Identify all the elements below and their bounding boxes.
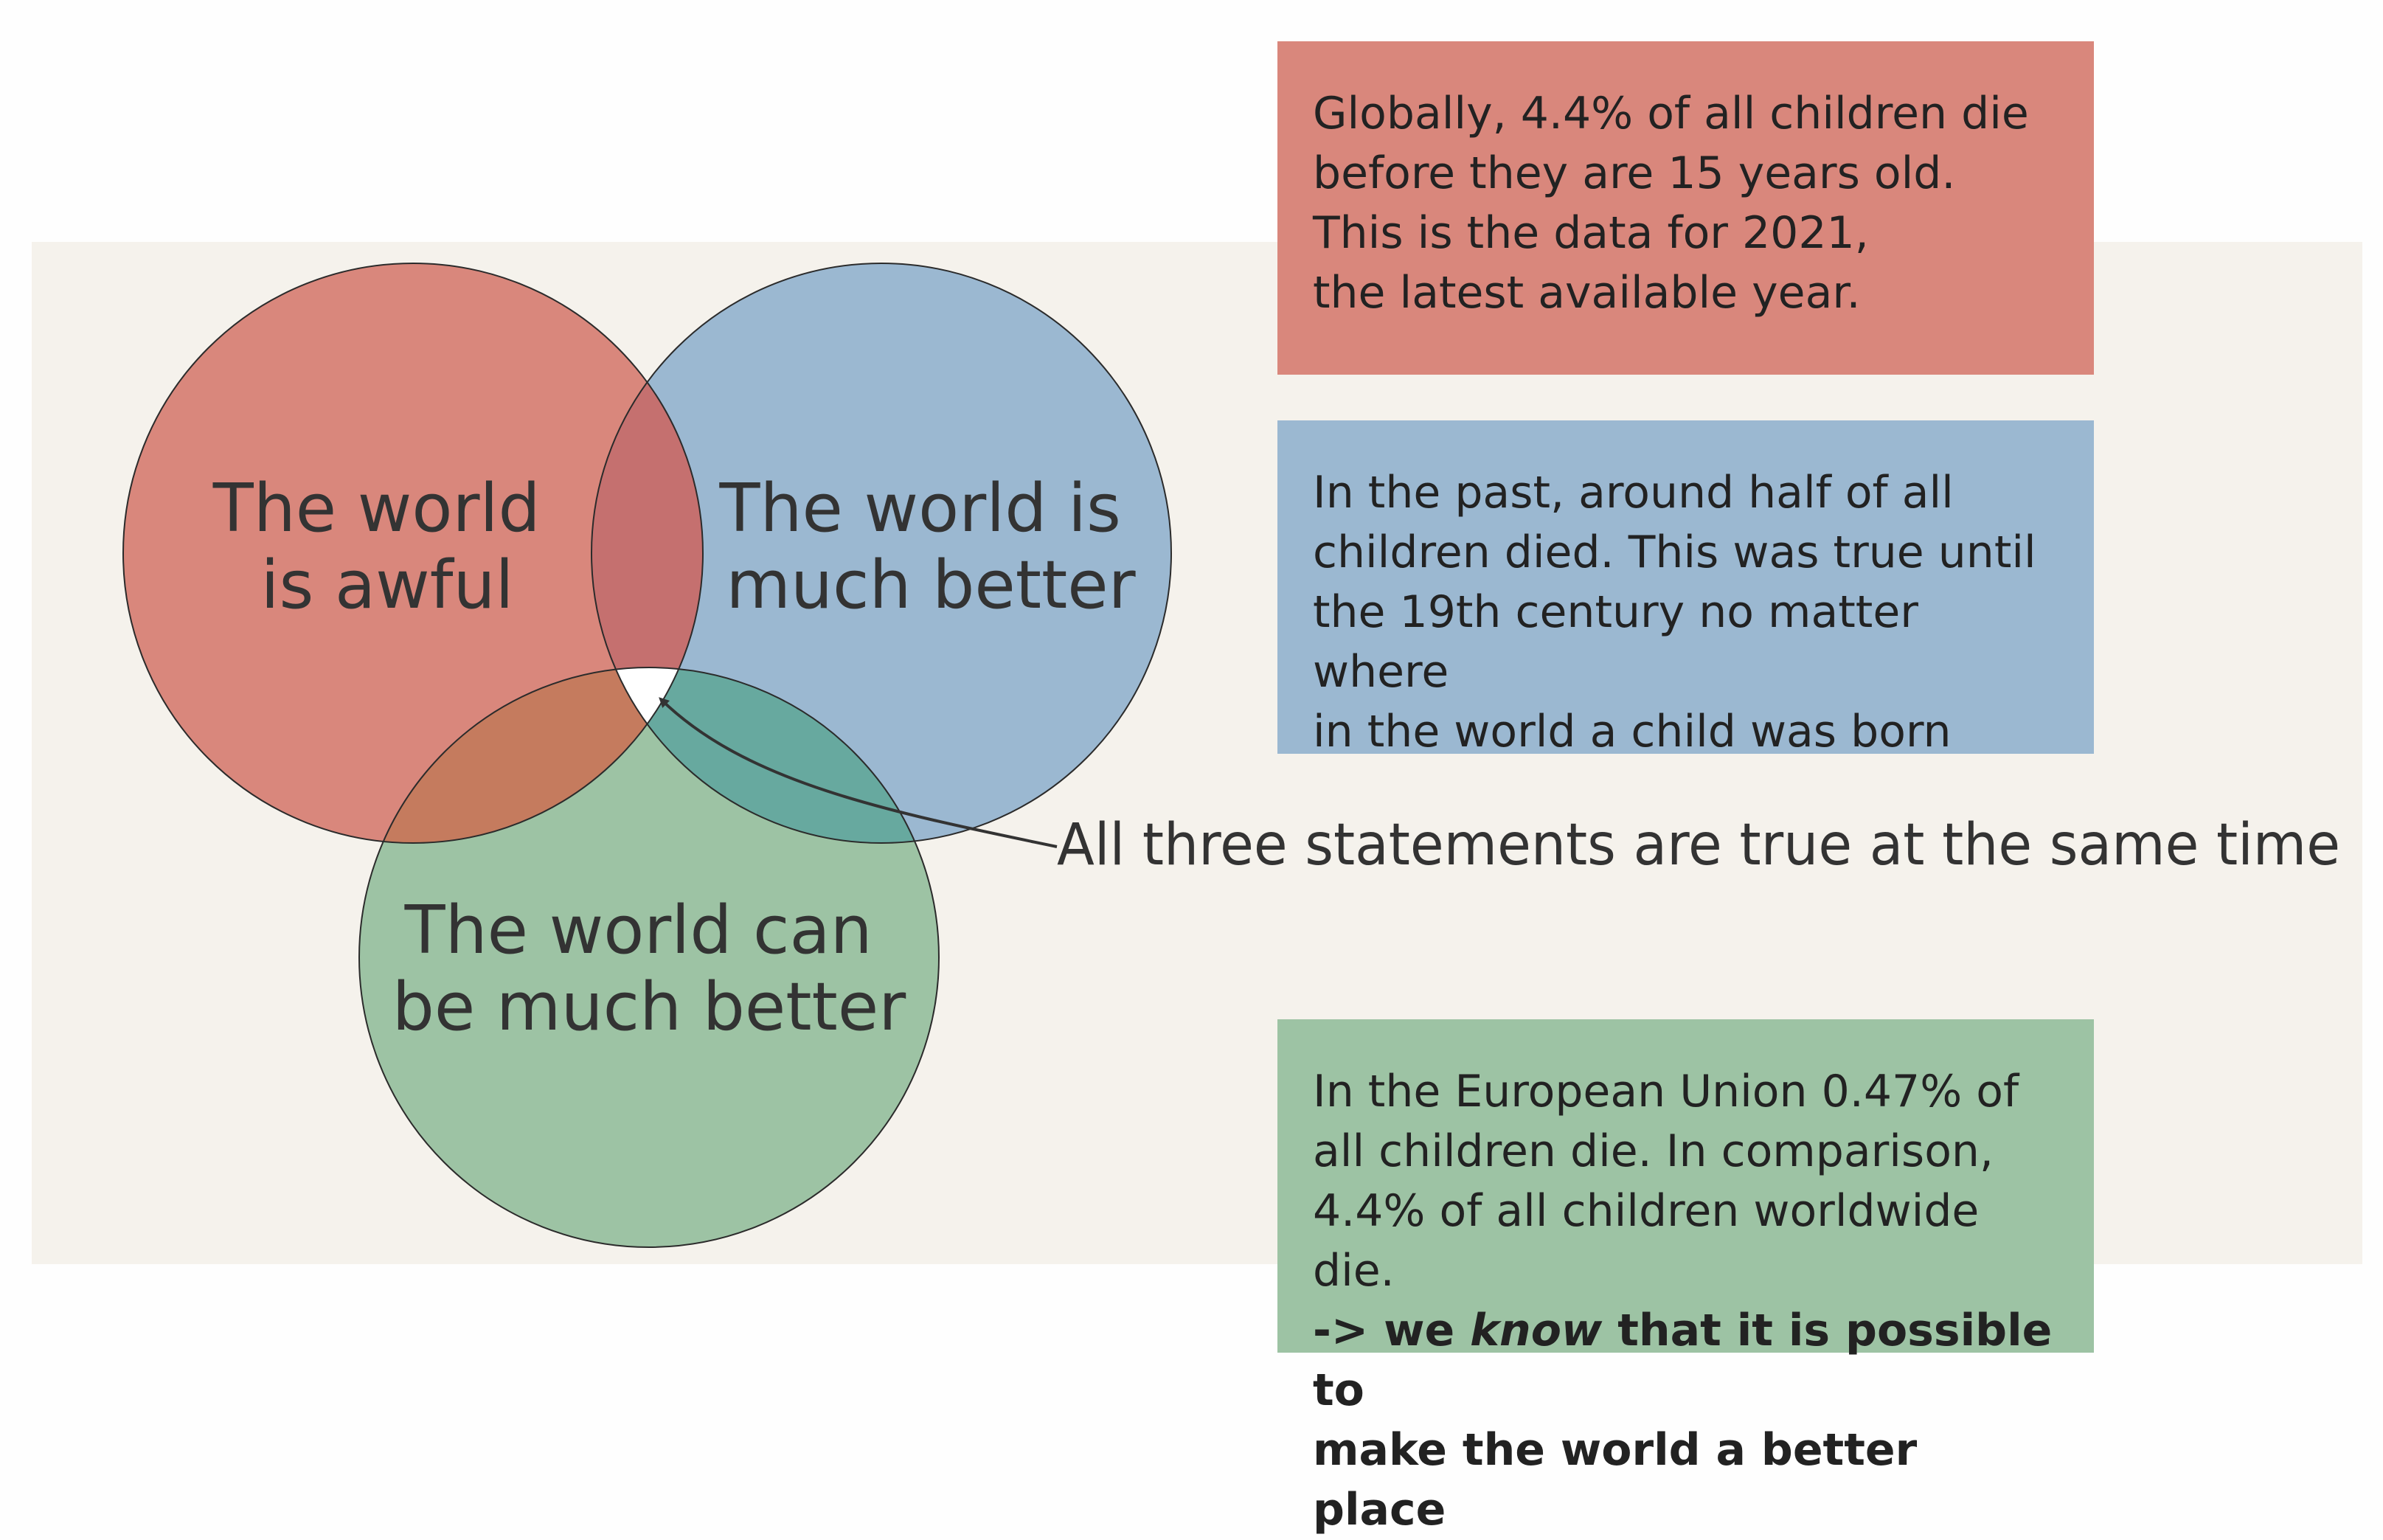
- info-line: all children die. In comparison,: [1313, 1125, 1994, 1177]
- conclusion-prefix: -> we: [1313, 1305, 1471, 1356]
- callout-text: All three statements are true at the sam…: [1057, 812, 2340, 878]
- info-line: in the world a child was born: [1313, 706, 1952, 757]
- conclusion-suffix: that it is possible to: [1313, 1305, 2053, 1416]
- callout-arrow: [659, 697, 1058, 848]
- venn-diagram: The world is awful The world is much bet…: [122, 263, 2340, 1248]
- info-box-much-better: In the past, around half of all children…: [1277, 420, 2094, 757]
- info-line: the 19th century no matter where: [1313, 586, 1918, 698]
- info-line: This is the data for 2021,: [1313, 207, 1869, 259]
- label-awful: The world is awful: [212, 470, 561, 624]
- info-line: In the past, around half of all: [1313, 467, 1954, 518]
- info-box-awful: Globally, 4.4% of all children die befor…: [1277, 41, 2094, 375]
- overlap-better-can-be: [592, 667, 939, 843]
- label-can-be-better: The world can be much better: [392, 892, 906, 1046]
- emphasis-know: know: [1470, 1305, 1603, 1356]
- info-line: children died. This was true until: [1313, 527, 2036, 578]
- info-line: Globally, 4.4% of all children die: [1313, 88, 2029, 139]
- conclusion-line: -> we know that it is possible to: [1313, 1301, 2064, 1421]
- info-line: the latest available year.: [1313, 267, 1861, 319]
- info-line: In the European Union 0.47% of: [1313, 1066, 2019, 1117]
- label-much-better: The world is much better: [719, 470, 1142, 624]
- info-line: before they are 15 years old.: [1313, 148, 1956, 199]
- info-box-can-be-better: In the European Union 0.47% of all child…: [1277, 1019, 2094, 1536]
- overlap-awful-can-be: [359, 667, 703, 843]
- conclusion-line-2: make the world a better place: [1313, 1424, 1918, 1536]
- info-line: 4.4% of all children worldwide die.: [1313, 1185, 1980, 1297]
- circle-outlines: [122, 263, 1172, 1248]
